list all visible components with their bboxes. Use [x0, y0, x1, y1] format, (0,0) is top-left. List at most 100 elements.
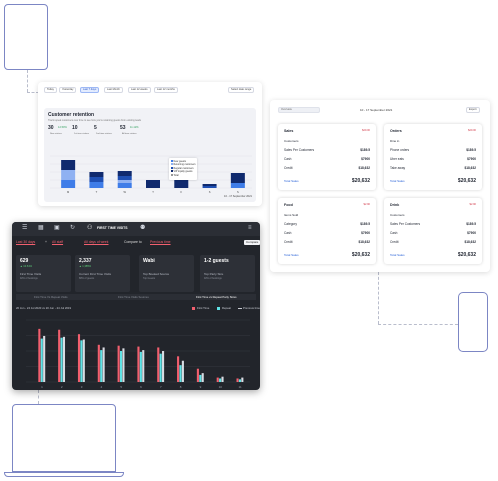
box-amount: $29.00 [468, 129, 476, 132]
stacked-bar-segment [117, 171, 132, 176]
bar-first-time [196, 368, 199, 382]
legend-swatch [170, 159, 173, 162]
stat-delta: 11.12% [130, 126, 139, 129]
grid-icon[interactable]: ▦ [38, 225, 44, 231]
kpi-sub: Top Guests [143, 277, 156, 280]
kpi-delta: ▲ 1,385% [79, 265, 92, 268]
bar-previous-time [181, 360, 184, 382]
connector-line [27, 70, 28, 92]
compare-button[interactable]: Compare [244, 240, 260, 245]
dashboard-tabs: First Time Vs Repeat Visits First Time V… [16, 294, 256, 300]
kpi-label: Current First Time Visits [79, 272, 111, 276]
filter-last-month[interactable]: Last Month [104, 87, 123, 93]
staff-filter[interactable]: All staff [52, 240, 64, 244]
bar-previous-time [43, 335, 46, 382]
stacked-bar-segment [174, 180, 189, 188]
kpi-label: Top Booked Source [143, 272, 170, 276]
stacked-bar-segment [117, 180, 132, 183]
filter-last-7-days[interactable]: Last 7 days [80, 87, 100, 93]
box-row: Credit $18,632 [284, 166, 370, 170]
bar-previous-time [102, 347, 105, 382]
stat-label: 2nd time visitors [96, 133, 112, 135]
tab-first-vs-repeat[interactable]: First Time Vs Repeat Visits [34, 294, 68, 299]
box-total: $20,632 [457, 178, 476, 184]
refresh-icon[interactable]: ↻ [70, 225, 76, 231]
bar-repeat [119, 351, 123, 382]
list-icon[interactable]: ☰ [22, 225, 28, 231]
kpi-value: 629 [20, 258, 29, 264]
range-filter[interactable]: Last 30 days [16, 240, 36, 244]
bar-repeat [100, 350, 103, 382]
retention-subtitle: Track repeat customers over time to see … [48, 119, 141, 122]
total-sales-link[interactable]: Total Sales [284, 179, 299, 183]
bar-first-time [38, 328, 41, 382]
legend-label: New guests [173, 159, 187, 163]
legend-swatch [170, 163, 173, 166]
x-tick-label: 7 [160, 385, 162, 389]
stacked-bar-segment [230, 183, 245, 188]
legend-previous-time: Previous time [243, 306, 260, 310]
box-subtitle: Customers [390, 213, 405, 217]
total-sales-link[interactable]: Total Sales [390, 179, 405, 183]
stacked-bar-segment [117, 176, 132, 180]
kpi-sub: 92% of bookings [20, 277, 38, 280]
first-time-visits-dashboard: ☰ ▦ ▣ ↻ ⚇ FIRST TIME VISITS ⚉ ≡ Last 30 … [12, 222, 260, 390]
bar-first-time [117, 345, 120, 382]
bar-previous-time [62, 336, 66, 382]
stat-label: All time visitors [122, 133, 137, 135]
compare-value[interactable]: Previous time [150, 240, 171, 244]
box-row: Cash $7900 [390, 231, 476, 235]
kpi-value: Wabi [143, 258, 155, 264]
stat-value: 53 [120, 125, 126, 131]
tab-visit-sources[interactable]: First Time Visits Sources [118, 294, 149, 299]
connector-line [378, 324, 458, 325]
legend-swatch [192, 307, 195, 310]
stat-value: 30 [48, 125, 54, 131]
filter-last-12-weeks[interactable]: Last 12 weeks [128, 87, 151, 93]
legend-swatch [170, 173, 173, 176]
select-date-range-button[interactable]: Select date range [228, 87, 255, 93]
sales-date-range: 10 - 17 September 2021 [360, 108, 393, 112]
kpi-value: 1-2 guests [204, 258, 229, 264]
menu-icon[interactable]: ≡ [248, 225, 252, 231]
people-icon[interactable]: ⚉ [140, 225, 146, 231]
stat-value: 5 [94, 125, 97, 131]
kpi-sub: 88% of guests [79, 277, 95, 280]
filter-yesterday[interactable]: Yesterday [59, 87, 77, 93]
overview-filter-pill[interactable]: Overview [278, 107, 320, 113]
calendar-icon[interactable]: ▣ [54, 225, 60, 231]
food-box: Food $2.90 Items Sold Category $189.5 Cas… [278, 198, 376, 264]
toolbar-title: FIRST TIME VISITS [97, 226, 128, 230]
filter-today[interactable]: Today [44, 87, 57, 93]
dashboard-toolbar: ☰ ▦ ▣ ↻ ⚇ FIRST TIME VISITS ⚉ ≡ [12, 222, 260, 236]
export-button[interactable]: Export [466, 107, 480, 113]
legend-item: New guests [170, 159, 196, 164]
box-title: Orders [390, 129, 402, 133]
x-tick-label: 2 [61, 385, 63, 389]
legend-repeat: Repeat [222, 306, 232, 310]
chart-date-range: 20 Jun - 24 Jul 2020 vs 20 Jun - 24 Jul … [16, 306, 72, 310]
total-sales-link[interactable]: Total Sales [284, 253, 299, 257]
legend-swatch [170, 166, 173, 169]
phone-outline [458, 292, 488, 352]
tablet-outline [4, 4, 48, 70]
x-tick-label: 6 [140, 385, 142, 389]
tab-party-sizes[interactable]: First Time vs Repeat Party Sizes [196, 294, 237, 299]
bar-first-time [97, 344, 100, 382]
legend-item: VIP loyalty guests [170, 170, 196, 174]
connector-line [378, 272, 379, 324]
legend-item: Returning customers [170, 163, 196, 167]
legend-swatch [217, 307, 220, 310]
total-sales-link[interactable]: Total Sales [390, 253, 405, 257]
filter-last-12-months[interactable]: Last 12 months [154, 87, 178, 93]
box-row: Take away $18,632 [390, 166, 476, 170]
kpi-top-party-size: 1-2 guests Top Party Size 92% of booking… [200, 255, 255, 292]
retention-title: Customer retention [48, 112, 95, 118]
legend-label: Total [173, 173, 179, 177]
days-filter[interactable]: All days of week [84, 240, 109, 244]
box-row: Sales Per Customers $189.5 [284, 148, 370, 152]
x-tick-label: S [209, 190, 211, 194]
kpi-sub: 92% of bookings [204, 277, 222, 280]
box-total: $20,632 [351, 178, 370, 184]
